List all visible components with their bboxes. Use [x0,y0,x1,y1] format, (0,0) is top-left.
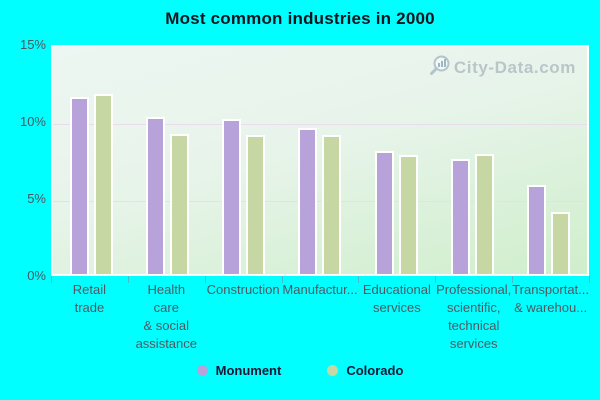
bar-monument-6[interactable] [527,184,547,274]
x-tick-1 [127,276,129,283]
x-axis-label-6: Transportat... & warehou... [512,282,589,315]
y-axis-label-5: 5% [27,191,46,206]
legend-dot-monument [196,365,208,376]
bar-groups [53,47,587,274]
x-axis-label-4: Educational services [362,282,431,315]
x-axis-labels: Retail trade Health care & social assistance C… [51,281,589,353]
x-axis-label-3: Manufactur... [282,282,358,297]
x-tick-5 [435,276,437,283]
x-axis-label-5: Professional, scientific, technical service… [436,282,512,351]
y-axis-label-10: 10% [19,114,46,129]
bar-monument-0[interactable] [69,96,89,274]
bar-monument-5[interactable] [451,158,471,274]
x-tick-7 [589,276,590,283]
x-axis-label-1: Health care & social assistance [135,282,197,351]
bar-colorado-0[interactable] [93,93,113,274]
bar-colorado-1[interactable] [169,133,189,274]
bar-group-2 [206,47,282,274]
legend-label-monument: Monument [215,363,282,378]
y-axis-label-15: 15% [19,37,46,52]
x-tick-2 [204,276,206,283]
gridline-5 [53,201,587,202]
bar-monument-2[interactable] [222,118,242,274]
legend-item-monument: Monument [196,363,282,378]
x-axis-label-0: Retail trade [72,282,107,315]
bar-colorado-2[interactable] [246,135,266,274]
bar-monument-3[interactable] [298,127,318,274]
bar-group-4 [358,47,434,274]
bar-colorado-6[interactable] [551,212,571,274]
chart-title: Most common industries in 2000 [165,9,435,28]
bar-monument-1[interactable] [145,116,165,274]
bar-group-0 [53,47,129,274]
bar-group-3 [282,47,358,274]
x-axis-label-2: Construction [206,282,280,297]
x-tick-0 [51,276,52,283]
bar-colorado-4[interactable] [398,155,418,274]
bar-group-6 [511,47,587,274]
x-tick-6 [512,276,514,283]
legend-label-colorado: Colorado [346,363,404,378]
bar-colorado-5[interactable] [475,153,495,274]
plot-area: City-Data.com [51,45,589,276]
x-tick-4 [358,276,360,283]
legend-item-colorado: Colorado [327,363,403,378]
bar-monument-4[interactable] [374,150,394,274]
bar-group-1 [129,47,205,274]
legend: Monument Colorado [0,363,600,378]
bar-group-5 [434,47,510,274]
gridline-10 [53,124,587,125]
x-tick-3 [281,276,283,283]
legend-dot-colorado [327,365,339,376]
y-axis-label-0: 0% [27,268,46,283]
bar-colorado-3[interactable] [322,135,342,274]
